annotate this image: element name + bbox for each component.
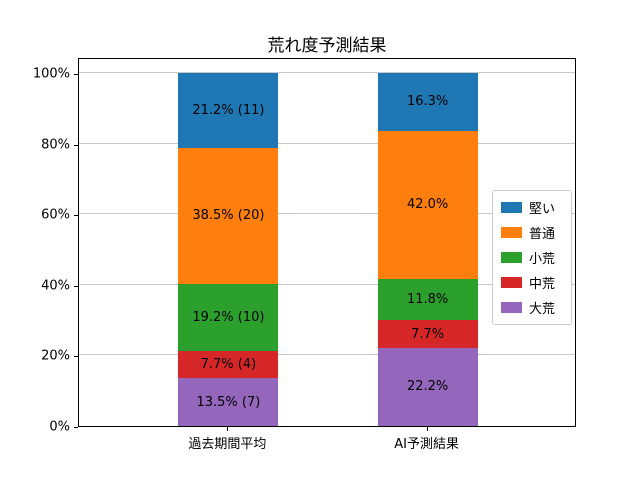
- legend-swatch-普通: [501, 227, 522, 238]
- legend-entry-小荒: 小荒: [501, 248, 563, 267]
- segment-堅い: 21.2% (11): [178, 73, 279, 148]
- segment-label-小荒: 11.8%: [406, 292, 449, 308]
- xtick-label-1: AI予測結果: [394, 437, 459, 452]
- ytick-mark-80: [74, 144, 78, 146]
- legend-entry-中荒: 中荒: [501, 273, 563, 292]
- segment-堅い: 16.3%: [377, 73, 478, 131]
- legend-swatch-中荒: [501, 277, 522, 288]
- ytick-label-100: 100%: [32, 66, 70, 82]
- segment-label-小荒: 19.2% (10): [192, 309, 265, 325]
- gridline-100: [79, 72, 575, 73]
- xtick-mark-1: [426, 427, 428, 431]
- segment-大荒: 13.5% (7): [178, 378, 279, 426]
- segment-label-普通: 38.5% (20): [192, 208, 265, 224]
- segment-label-中荒: 7.7%: [411, 326, 445, 342]
- ytick-label-40: 40%: [41, 278, 70, 294]
- segment-小荒: 19.2% (10): [178, 283, 279, 352]
- xtick-label-0: 過去期間平均: [188, 437, 267, 452]
- chart-title: 荒れ度予測結果: [267, 36, 387, 56]
- ytick-label-80: 80%: [41, 137, 70, 153]
- segment-中荒: 7.7% (4): [178, 351, 279, 379]
- gridline-40: [79, 283, 575, 285]
- ytick-mark-40: [74, 285, 78, 287]
- ytick-mark-60: [74, 215, 78, 217]
- ytick-mark-100: [74, 74, 78, 75]
- segment-label-堅い: 16.3%: [406, 94, 449, 110]
- segment-label-大荒: 13.5% (7): [196, 394, 261, 410]
- legend-swatch-大荒: [501, 302, 522, 313]
- legend: 堅い普通小荒中荒大荒: [492, 190, 572, 325]
- segment-普通: 42.0%: [377, 130, 478, 279]
- segment-小荒: 11.8%: [377, 278, 478, 321]
- legend-label-中荒: 中荒: [529, 277, 556, 292]
- legend-label-大荒: 大荒: [529, 302, 556, 317]
- segment-label-中荒: 7.7% (4): [200, 357, 257, 373]
- segment-普通: 38.5% (20): [178, 147, 279, 284]
- legend-swatch-小荒: [501, 252, 522, 263]
- xtick-mark-0: [227, 427, 229, 431]
- ytick-mark-20: [74, 356, 78, 358]
- legend-label-小荒: 小荒: [529, 252, 556, 267]
- gridline-60: [79, 213, 575, 215]
- bar-過去期間平均: 21.2% (11) 38.5% (20) 19.2% (10) 7.7% (4) 13…: [178, 73, 279, 426]
- ytick-label-0: 0%: [49, 419, 70, 435]
- ytick-mark-0: [74, 427, 78, 428]
- ytick-label-60: 60%: [41, 207, 70, 223]
- segment-中荒: 7.7%: [377, 320, 478, 348]
- legend-entry-普通: 普通: [501, 223, 563, 242]
- legend-label-普通: 普通: [529, 227, 556, 242]
- legend-entry-堅い: 堅い: [501, 198, 563, 217]
- gridline-80: [79, 142, 575, 144]
- segment-label-大荒: 22.2%: [406, 379, 449, 395]
- bar-AI予測結果: 16.3% 42.0% 11.8% 7.7% 22.2%: [377, 73, 478, 426]
- legend-label-堅い: 堅い: [529, 202, 556, 217]
- ytick-label-20: 20%: [41, 348, 70, 364]
- gridline-20: [79, 354, 575, 356]
- segment-label-堅い: 21.2% (11): [192, 102, 265, 118]
- segment-大荒: 22.2%: [377, 347, 478, 426]
- segment-label-普通: 42.0%: [406, 197, 449, 213]
- legend-swatch-堅い: [501, 202, 522, 213]
- legend-entry-大荒: 大荒: [501, 298, 563, 317]
